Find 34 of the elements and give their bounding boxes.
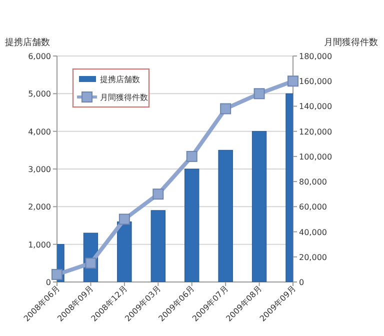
- point: [254, 88, 265, 100]
- y2-tick-label: 40,000: [299, 228, 327, 237]
- y-axis-title: 提携店舗数: [5, 37, 50, 48]
- y2-tick-label: 80,000: [299, 178, 327, 187]
- bar: [184, 168, 200, 282]
- point: [220, 103, 232, 114]
- y-tick-label: 0: [46, 278, 51, 287]
- point: [85, 258, 96, 269]
- bar: [117, 221, 132, 282]
- point: [152, 188, 164, 200]
- y2-tick-label: 100,000: [299, 152, 332, 162]
- legend-label: 月間獲得件数: [100, 93, 148, 102]
- y2-tick-label: 180,000: [299, 52, 332, 61]
- y2-tick-label: 140,000: [299, 102, 332, 112]
- point: [288, 76, 298, 87]
- y-tick-label: 1,000: [28, 240, 51, 250]
- y2-tick-label: 160,000: [299, 77, 332, 86]
- y2-tick-label: 0: [299, 278, 304, 287]
- bar: [218, 150, 233, 282]
- legend-label: 提携店舗数: [100, 75, 140, 84]
- y2-axis-title: 月間獲得件数: [324, 37, 378, 48]
- bar: [252, 131, 267, 282]
- y-tick-label: 5,000: [28, 90, 51, 99]
- point: [118, 214, 130, 225]
- bar: [150, 210, 166, 282]
- point: [52, 268, 62, 280]
- y2-tick-label: 60,000: [299, 202, 327, 212]
- y-tick-label: 4,000: [28, 127, 51, 136]
- y-tick-label: 2,000: [28, 202, 51, 212]
- y2-tick-label: 20,000: [299, 252, 327, 262]
- y-tick-label: 3,000: [28, 165, 51, 174]
- y2-tick-label: 120,000: [299, 127, 332, 136]
- point: [186, 150, 198, 162]
- y-tick-label: 6,000: [28, 52, 51, 61]
